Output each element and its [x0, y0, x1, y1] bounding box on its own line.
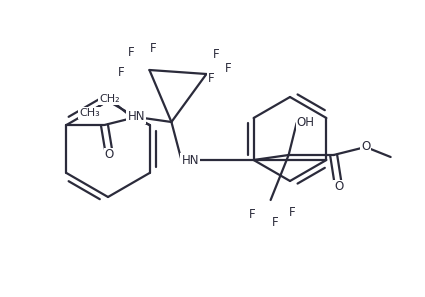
- Text: F: F: [213, 48, 220, 61]
- Text: F: F: [272, 216, 279, 228]
- Text: HN: HN: [128, 110, 145, 124]
- Text: F: F: [208, 72, 215, 86]
- Text: O: O: [105, 148, 114, 162]
- Text: OH: OH: [297, 116, 314, 129]
- Text: F: F: [225, 62, 232, 75]
- Text: F: F: [118, 66, 125, 78]
- Text: F: F: [150, 42, 157, 55]
- Text: O: O: [127, 110, 136, 124]
- Text: O: O: [334, 181, 343, 194]
- Text: HN: HN: [181, 154, 199, 167]
- Text: CH₂: CH₂: [99, 94, 120, 104]
- Text: F: F: [128, 45, 135, 59]
- Text: O: O: [361, 140, 370, 154]
- Text: CH₃: CH₃: [79, 108, 100, 118]
- Text: F: F: [289, 206, 296, 219]
- Text: F: F: [249, 208, 256, 222]
